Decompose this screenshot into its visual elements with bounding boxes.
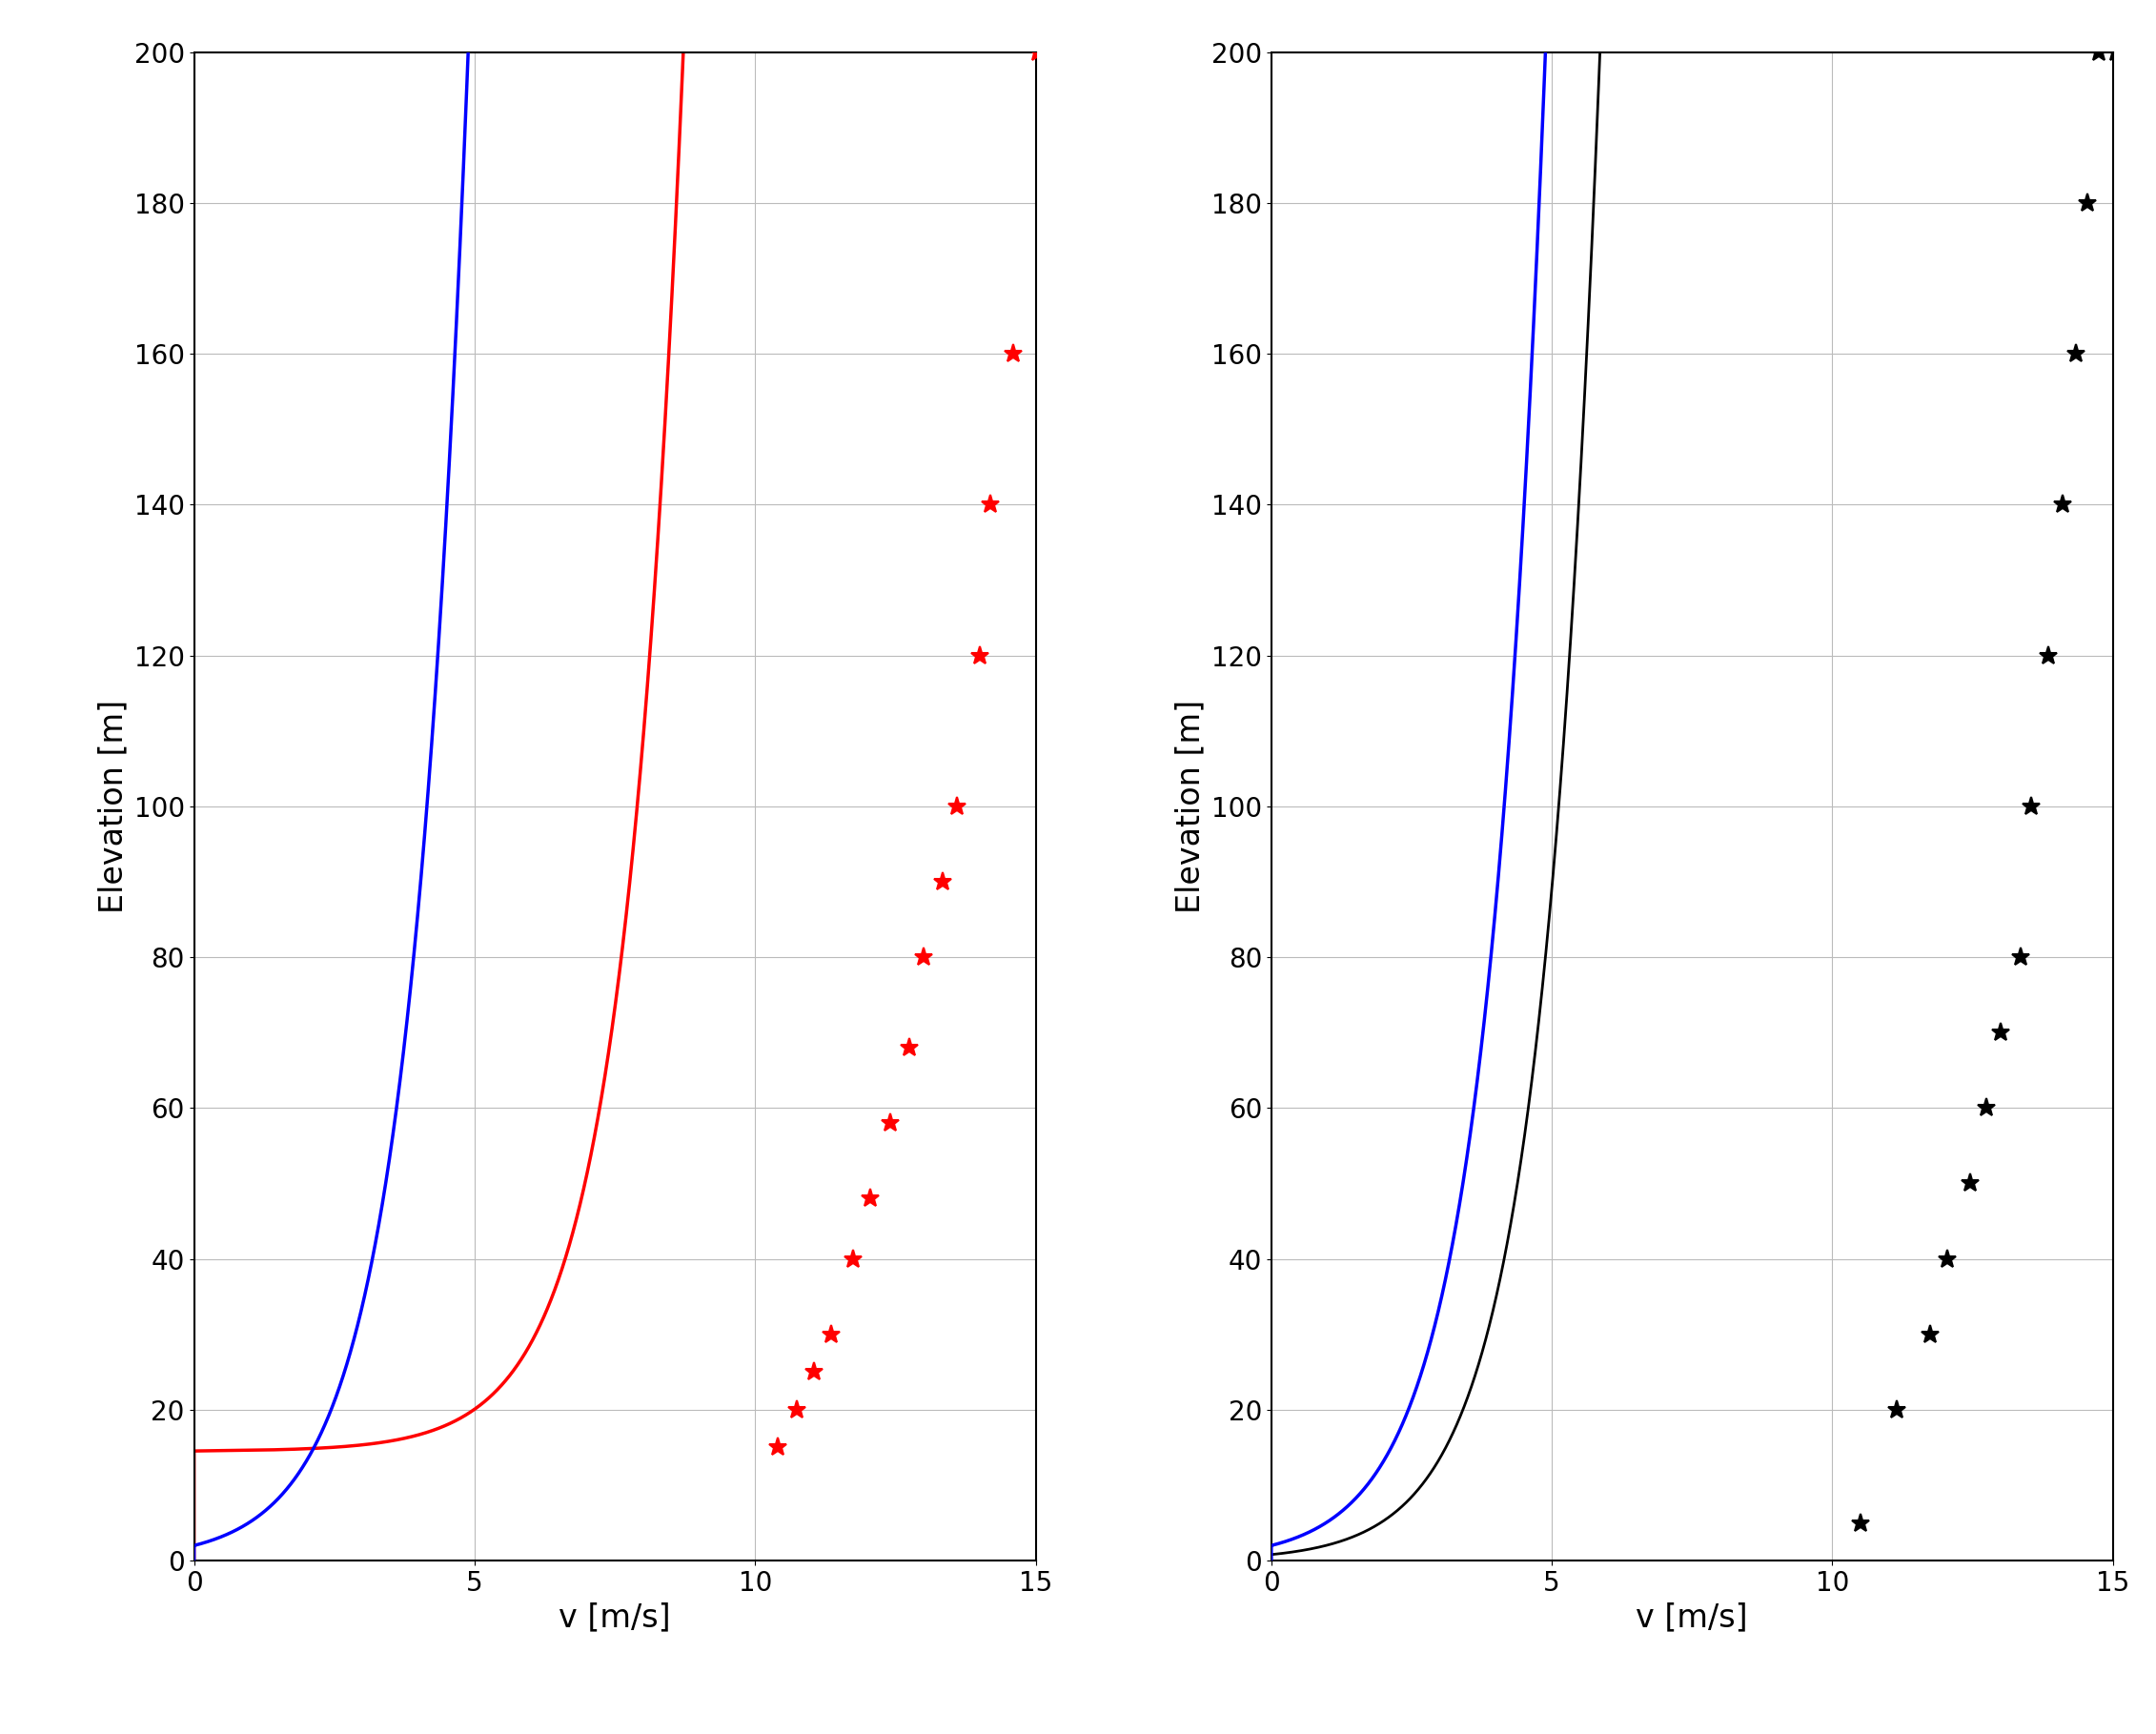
Y-axis label: Elevation [m]: Elevation [m] (97, 699, 129, 914)
X-axis label: v [m/s]: v [m/s] (558, 1602, 671, 1633)
Y-axis label: Elevation [m]: Elevation [m] (1175, 699, 1205, 914)
X-axis label: v [m/s]: v [m/s] (1636, 1602, 1749, 1633)
